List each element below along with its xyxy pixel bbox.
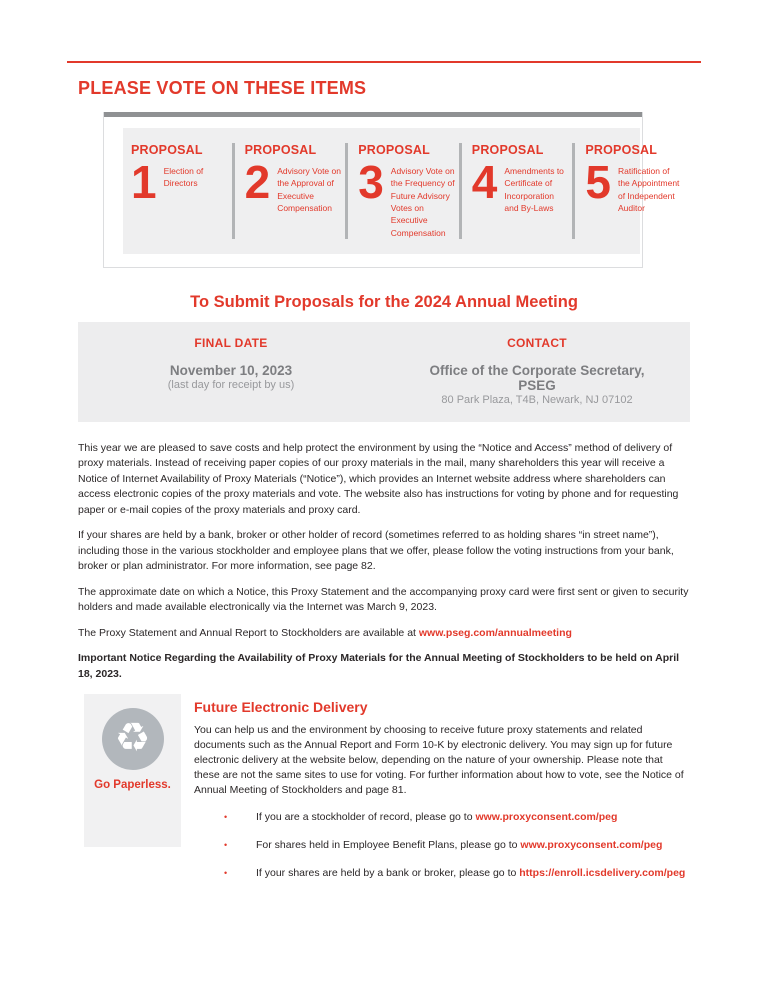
icsdelivery-link[interactable]: https://enroll.icsdelivery.com/peg xyxy=(519,867,686,880)
contact-label: CONTACT xyxy=(507,335,567,350)
proposal-number: 2 xyxy=(244,156,271,208)
paragraph-street-name: If your shares are held by a bank, broke… xyxy=(78,529,674,573)
submit-info-box: FINAL DATE November 10, 2023 (last day f… xyxy=(78,321,690,422)
recycle-glyph: ♻ xyxy=(114,714,151,761)
go-paperless-label: Go Paperless. xyxy=(94,779,171,792)
proposal-number: 1 xyxy=(131,156,157,208)
annual-meeting-link[interactable]: www.pseg.com/annualmeeting xyxy=(418,626,572,639)
proposal-3: PROPOSAL 3 Advisory Vote on the Frequenc… xyxy=(345,143,459,239)
important-notice: Important Notice Regarding the Availabil… xyxy=(78,652,680,680)
body-text-section: This year we are pleased to save costs a… xyxy=(78,441,690,683)
bullet-prefix: If you are a stockholder of record, plea… xyxy=(256,811,476,824)
future-delivery-content: Future Electronic Delivery You can help … xyxy=(194,694,691,894)
proposal-description: Advisory Vote on the Frequency of Future… xyxy=(390,166,455,238)
proxyconsent-benefit-plans-link[interactable]: www.proxyconsent.com/peg xyxy=(520,839,663,852)
future-electronic-delivery-section: ♻ Go Paperless. Future Electronic Delive… xyxy=(84,694,768,894)
proposal-label: PROPOSAL xyxy=(244,143,317,157)
paragraph-approximate-date: The approximate date on which a Notice, … xyxy=(78,585,689,614)
proposal-label: PROPOSAL xyxy=(585,143,658,157)
final-date-value: November 10, 2023 xyxy=(169,362,293,378)
proposal-5: PROPOSAL 5 Ratification of the Appointme… xyxy=(572,143,699,239)
top-divider-rule xyxy=(67,61,701,63)
bullet-icon: • xyxy=(224,868,228,879)
paragraph-availability: The Proxy Statement and Annual Report to… xyxy=(78,626,690,642)
go-paperless-box: ♻ Go Paperless. xyxy=(84,694,181,848)
bullet-prefix: If your shares are held by a bank or bro… xyxy=(256,867,520,880)
list-item: • If your shares are held by a bank or b… xyxy=(194,866,691,881)
proposal-2: PROPOSAL 2 Advisory Vote on the Approval… xyxy=(231,143,346,239)
proposal-description: Amendments to Certificate of Incorporati… xyxy=(504,166,564,213)
proposal-description: Ratification of the Appointment of Indep… xyxy=(617,166,680,213)
proposal-label: PROPOSAL xyxy=(471,143,544,157)
proposals-box-top-bar xyxy=(104,112,642,117)
proposal-1: PROPOSAL 1 Election of Directors xyxy=(123,143,232,239)
bullet-icon: • xyxy=(224,840,228,851)
list-item: • If you are a stockholder of record, pl… xyxy=(194,810,691,825)
proposals-panel: PROPOSAL 1 Election of Directors PROPOSA… xyxy=(123,128,679,254)
proposals-box: PROPOSAL 1 Election of Directors PROPOSA… xyxy=(103,112,679,268)
bullet-text: For shares held in Employee Benefit Plan… xyxy=(256,838,662,853)
bullet-text: If your shares are held by a bank or bro… xyxy=(256,866,685,881)
proposal-description: Advisory Vote on the Approval of Executi… xyxy=(277,166,341,213)
proposal-number: 3 xyxy=(358,156,384,208)
contact-address: 80 Park Plaza, T4B, Newark, NJ 07102 xyxy=(441,393,633,406)
recycle-icon: ♻ xyxy=(101,708,164,771)
proposal-number: 5 xyxy=(585,156,611,208)
availability-text: The Proxy Statement and Annual Report to… xyxy=(78,626,419,639)
bullet-prefix: For shares held in Employee Benefit Plan… xyxy=(256,839,521,852)
proposal-description: Election of Directors xyxy=(163,166,204,189)
proposal-number: 4 xyxy=(471,156,498,208)
proxyconsent-link[interactable]: www.proxyconsent.com/peg xyxy=(475,811,618,824)
future-delivery-body: You can help us and the environment by c… xyxy=(194,724,684,797)
enrollment-bullet-list: • If you are a stockholder of record, pl… xyxy=(194,810,691,881)
final-date-column: FINAL DATE November 10, 2023 (last day f… xyxy=(78,336,384,406)
paragraph-notice-and-access: This year we are pleased to save costs a… xyxy=(78,441,679,516)
final-date-note: (last day for receipt by us) xyxy=(167,378,295,391)
final-date-label: FINAL DATE xyxy=(194,335,268,350)
proposal-label: PROPOSAL xyxy=(358,143,430,157)
proposal-4: PROPOSAL 4 Amendments to Certificate of … xyxy=(458,143,573,239)
contact-column: CONTACT Office of the Corporate Secretar… xyxy=(384,336,690,406)
bullet-icon: • xyxy=(224,812,228,823)
submit-proposals-heading: To Submit Proposals for the 2024 Annual … xyxy=(190,292,578,311)
list-item: • For shares held in Employee Benefit Pl… xyxy=(194,838,691,853)
page-title: PLEASE VOTE ON THESE ITEMS xyxy=(78,78,367,98)
future-delivery-heading: Future Electronic Delivery xyxy=(194,699,368,716)
proposal-label: PROPOSAL xyxy=(131,143,203,157)
bullet-text: If you are a stockholder of record, plea… xyxy=(256,810,617,825)
contact-name: Office of the Corporate Secretary, PSEG xyxy=(429,362,645,393)
